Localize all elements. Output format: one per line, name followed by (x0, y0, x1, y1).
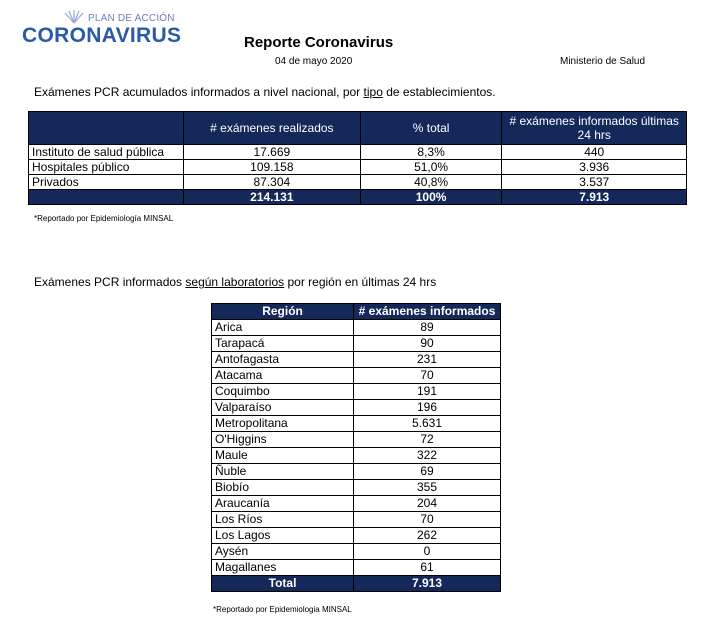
table-row: Magallanes 61 (210, 559, 501, 576)
exam-count: 0 (353, 543, 501, 560)
table-row: Privados 87.304 40,8% 3.537 (28, 174, 687, 190)
footnote: *Reportado por Epidemiología MINSAL (34, 214, 174, 223)
table-header-row: # exámenes realizados % total # exámenes… (28, 111, 687, 145)
region-name: Los Lagos (210, 527, 355, 544)
column-header: % total (359, 111, 503, 145)
exam-count: 355 (353, 479, 501, 496)
region-name: Valparaíso (210, 399, 355, 416)
exam-count: 322 (353, 447, 501, 464)
total-row: 214.131 100% 7.913 (28, 189, 687, 205)
cell-value: 51,0% (359, 159, 503, 175)
region-name: Metropolitana (210, 415, 355, 432)
cell-value: 40,8% (359, 174, 503, 190)
total-label (28, 189, 184, 205)
logo-small-text: PLAN DE ACCIÓN (88, 13, 175, 24)
table-row: Hospitales público 109.158 51,0% 3.936 (28, 159, 687, 175)
column-header: # exámenes realizados (182, 111, 361, 145)
report-title: Reporte Coronavirus (244, 34, 394, 51)
total-value: 100% (359, 189, 503, 205)
establishment-table: # exámenes realizados % total # exámenes… (28, 111, 687, 205)
region-name: Biobío (210, 479, 355, 496)
exam-count: 69 (353, 463, 501, 480)
column-header (28, 111, 184, 145)
column-header: # exámenes informados (353, 303, 501, 320)
table-row: Maule 322 (210, 447, 501, 464)
exam-count: 61 (353, 559, 501, 576)
total-label: Total (210, 575, 355, 592)
table-row: Valparaíso 196 (210, 399, 501, 416)
region-name: Atacama (210, 367, 355, 384)
footnote: *Reportado por Epidemiologia MINSAL (213, 605, 352, 614)
region-name: Los Ríos (210, 511, 355, 528)
cell-value: 3.936 (501, 159, 687, 175)
table-row: Los Lagos 262 (210, 527, 501, 544)
cell-value: 109.158 (182, 159, 361, 175)
region-name: Tarapacá (210, 335, 355, 352)
column-header: # exámenes informados últimas 24 hrs (501, 111, 687, 145)
row-label: Privados (28, 174, 184, 190)
logo-big-text: CORONAVIRUS (22, 24, 182, 47)
table-row: Arica 89 (210, 319, 501, 336)
cell-value: 87.304 (182, 174, 361, 190)
exam-count: 70 (353, 367, 501, 384)
region-name: Magallanes (210, 559, 355, 576)
table-header-row: Región # exámenes informados (210, 303, 501, 320)
plan-de-accion-logo: PLAN DE ACCIÓN CORONAVIRUS (22, 10, 181, 50)
cell-value: 440 (501, 144, 687, 160)
exam-count: 204 (353, 495, 501, 512)
total-row: Total 7.913 (210, 575, 501, 592)
row-label: Instituto de salud pública (28, 144, 184, 160)
logo-rays-icon (64, 10, 84, 24)
exam-count: 231 (353, 351, 501, 368)
table-row: Coquimbo 191 (210, 383, 501, 400)
region-name: Aysén (210, 543, 355, 560)
row-label: Hospitales público (28, 159, 184, 175)
total-value: 7.913 (353, 575, 501, 592)
table-row: Instituto de salud pública 17.669 8,3% 4… (28, 144, 687, 160)
section2-heading: Exámenes PCR informados según laboratori… (34, 275, 437, 289)
exam-count: 262 (353, 527, 501, 544)
exam-count: 89 (353, 319, 501, 336)
table-row: Los Ríos 70 (210, 511, 501, 528)
region-name: Antofagasta (210, 351, 355, 368)
cell-value: 8,3% (359, 144, 503, 160)
region-name: Arica (210, 319, 355, 336)
exam-count: 5.631 (353, 415, 501, 432)
table-row: Biobío 355 (210, 479, 501, 496)
table-row: Aysén 0 (210, 543, 501, 560)
column-header: Región (210, 303, 355, 320)
cell-value: 3.537 (501, 174, 687, 190)
report-date: 04 de mayo 2020 (275, 56, 353, 67)
ministry-label: Ministerio de Salud (560, 56, 646, 67)
table-row: Antofagasta 231 (210, 351, 501, 368)
exam-count: 90 (353, 335, 501, 352)
region-name: Coquimbo (210, 383, 355, 400)
region-table: Región # exámenes informados Arica 89 Tara… (210, 303, 501, 592)
section1-heading: Exámenes PCR acumulados informados a niv… (34, 85, 496, 99)
table-row: Metropolitana 5.631 (210, 415, 501, 432)
table-row: O'Higgins 72 (210, 431, 501, 448)
exam-count: 196 (353, 399, 501, 416)
total-value: 214.131 (182, 189, 361, 205)
region-name: Maule (210, 447, 355, 464)
exam-count: 72 (353, 431, 501, 448)
region-name: O'Higgins (210, 431, 355, 448)
region-name: Ñuble (210, 463, 355, 480)
exam-count: 70 (353, 511, 501, 528)
cell-value: 17.669 (182, 144, 361, 160)
table-row: Araucanía 204 (210, 495, 501, 512)
table-row: Ñuble 69 (210, 463, 501, 480)
region-name: Araucanía (210, 495, 355, 512)
exam-count: 191 (353, 383, 501, 400)
table-row: Atacama 70 (210, 367, 501, 384)
table-row: Tarapacá 90 (210, 335, 501, 352)
total-value: 7.913 (501, 189, 687, 205)
